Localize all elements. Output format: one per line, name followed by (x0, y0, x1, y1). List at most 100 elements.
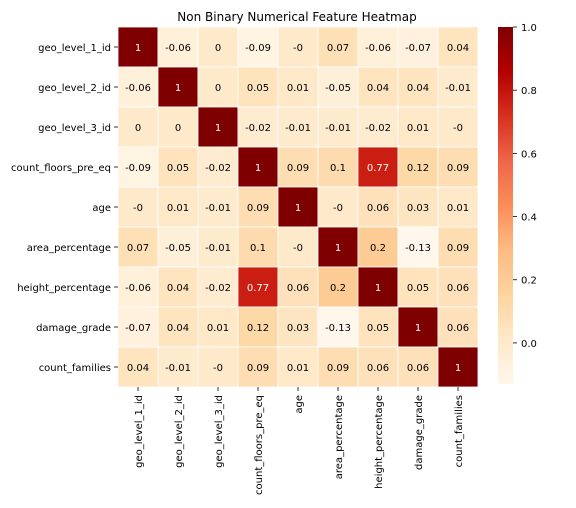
heatmap-annotation-r8-c4: 0.01 (287, 363, 309, 374)
heatmap-annotation-r1-c7: 0.04 (407, 83, 429, 94)
heatmap-annotation-r0-c1: -0.06 (165, 43, 191, 54)
heatmap-annotation-r6-c8: 0.06 (447, 283, 469, 294)
heatmap-annotation-r8-c5: 0.09 (327, 363, 349, 374)
row-label-6: height_percentage (17, 283, 111, 294)
heatmap-cell-r5-c1 (157, 226, 199, 268)
heatmap-annotation-r1-c5: -0.05 (325, 83, 351, 94)
heatmap-annotation-r3-c2: -0.02 (205, 163, 231, 174)
row-label-4: age (92, 203, 111, 214)
heatmap-annotation-r5-c1: -0.05 (165, 243, 191, 254)
heatmap-annotation-r2-c4: -0.01 (285, 123, 311, 134)
heatmap-cell-r7-c2 (197, 306, 239, 348)
row-labels: geo_level_1_id geo_level_2_id geo_level_3_… (11, 43, 118, 374)
colorbar-tick-label-1: 0.2 (521, 276, 537, 287)
heatmap-annotation-r3-c4: 0.09 (287, 163, 309, 174)
heatmap-annotation-r7-c1: 0.04 (167, 323, 189, 334)
heatmap-annotation-r8-c1: -0.01 (165, 363, 191, 374)
heatmap-annotation-r6-c4: 0.06 (287, 283, 309, 294)
heatmap-annotation-r2-c3: -0.02 (245, 123, 271, 134)
heatmap-cell-r6-c0 (117, 266, 159, 308)
heatmap-cell-r0-c5 (317, 26, 359, 68)
heatmap-annotation-r8-c0: 0.04 (127, 363, 149, 374)
heatmap-annotation-r0-c5: 0.07 (327, 43, 349, 54)
heatmap-annotation-r7-c4: 0.03 (287, 323, 309, 334)
heatmap-cell-r1-c4 (277, 66, 319, 108)
heatmap-annotation-r3-c0: -0.09 (125, 163, 151, 174)
heatmap-cell-r4-c5 (317, 186, 359, 228)
heatmap-annotation-r7-c6: 0.05 (367, 323, 389, 334)
colorbar-tick-label-5: 1.0 (521, 23, 537, 34)
heatmap-cell-r1-c7 (397, 66, 439, 108)
heatmap-cell-r5-c7 (397, 226, 439, 268)
heatmap-cell-r6-c4 (277, 266, 319, 308)
heatmap-cell-r7-c0 (117, 306, 159, 348)
column-label-7: damage_grade (414, 395, 425, 470)
heatmap-cell-r2-c2 (197, 106, 239, 148)
colorbar-gradient (498, 27, 513, 384)
heatmap-annotation-r5-c0: 0.07 (127, 243, 149, 254)
colorbar: 0.0 0.2 0.4 0.6 0.8 1.0 (498, 23, 537, 384)
heatmap-annotation-r8-c6: 0.06 (367, 363, 389, 374)
heatmap-cell-r3-c8 (437, 146, 479, 188)
heatmap-annotation-r6-c6: 1 (375, 283, 381, 294)
heatmap-cell-r8-c6 (357, 346, 399, 388)
heatmap-annotation-r7-c5: -0.13 (325, 323, 351, 334)
heatmap-annotation-r0-c6: -0.06 (365, 43, 391, 54)
heatmap-cell-r2-c8 (437, 106, 479, 148)
column-label-3: count_floors_pre_eq (254, 395, 265, 495)
chart-title: Non Binary Numerical Feature Heatmap (177, 10, 416, 24)
heatmap-cell-r4-c8 (437, 186, 479, 228)
row-label-7: damage_grade (36, 323, 111, 334)
heatmap-cell-r4-c6 (357, 186, 399, 228)
heatmap-annotation-r0-c3: -0.09 (245, 43, 271, 54)
heatmap-annotation-r3-c5: 0.1 (330, 163, 346, 174)
heatmap-cell-r4-c0 (117, 186, 159, 228)
heatmap-annotation-r1-c3: 0.05 (247, 83, 269, 94)
heatmap-annotation-r5-c8: 0.09 (447, 243, 469, 254)
heatmap-annotation-r0-c0: 1 (135, 43, 141, 54)
heatmap-cell-r0-c1 (157, 26, 199, 68)
heatmap-cell-r8-c5 (317, 346, 359, 388)
row-label-1: geo_level_2_id (38, 83, 111, 94)
heatmap-cell-r8-c0 (117, 346, 159, 388)
heatmap-annotation-r2-c7: 0.01 (407, 123, 429, 134)
colorbar-tick-label-4: 0.8 (521, 86, 537, 97)
heatmap-annotation-r5-c4: -0 (293, 243, 303, 254)
heatmap-annotation-r4-c6: 0.06 (367, 203, 389, 214)
heatmap-cell-r8-c3 (237, 346, 279, 388)
heatmap-cell-r5-c3 (237, 226, 279, 268)
heatmap-annotation-r1-c4: 0.01 (287, 83, 309, 94)
heatmap-annotation-r6-c3: 0.77 (247, 283, 269, 294)
heatmap-annotation-r4-c3: 0.09 (247, 203, 269, 214)
heatmap-cell-r1-c8 (437, 66, 479, 108)
colorbar-tick-label-2: 0.4 (521, 213, 537, 224)
heatmap-cell-r7-c4 (277, 306, 319, 348)
heatmap-cell-r3-c3 (237, 146, 279, 188)
heatmap-annotation-r8-c8: 1 (455, 363, 461, 374)
heatmap-annotation-r8-c7: 0.06 (407, 363, 429, 374)
heatmap-annotation-r5-c6: 0.2 (370, 243, 386, 254)
heatmap-cell-r2-c3 (237, 106, 279, 148)
heatmap-cell-r5-c5 (317, 226, 359, 268)
colorbar-tick-label-3: 0.6 (521, 149, 537, 160)
heatmap-annotation-r6-c2: -0.02 (205, 283, 231, 294)
heatmap-annotation-r1-c2: 0 (215, 83, 221, 94)
heatmap-cell-r1-c0 (117, 66, 159, 108)
row-label-0: geo_level_1_id (38, 43, 111, 54)
heatmap-annotation-r2-c1: 0 (175, 123, 181, 134)
heatmap-annotation-r0-c7: -0.07 (405, 43, 431, 54)
column-label-8: count_families (454, 395, 465, 467)
heatmap-cell-r7-c6 (357, 306, 399, 348)
heatmap-cell-r7-c3 (237, 306, 279, 348)
heatmap-cell-r7-c5 (317, 306, 359, 348)
heatmap-annotation-r2-c8: -0 (453, 123, 463, 134)
heatmap-annotation-r4-c4: 1 (295, 203, 301, 214)
heatmap-cell-r3-c0 (117, 146, 159, 188)
column-label-6: height_percentage (374, 395, 385, 489)
column-label-4: age (294, 395, 305, 414)
heatmap-cell-r0-c0 (117, 26, 159, 68)
heatmap-annotation-r1-c1: 1 (175, 83, 181, 94)
heatmap-annotation-r3-c7: 0.12 (407, 163, 429, 174)
heatmap-cell-r5-c2 (197, 226, 239, 268)
